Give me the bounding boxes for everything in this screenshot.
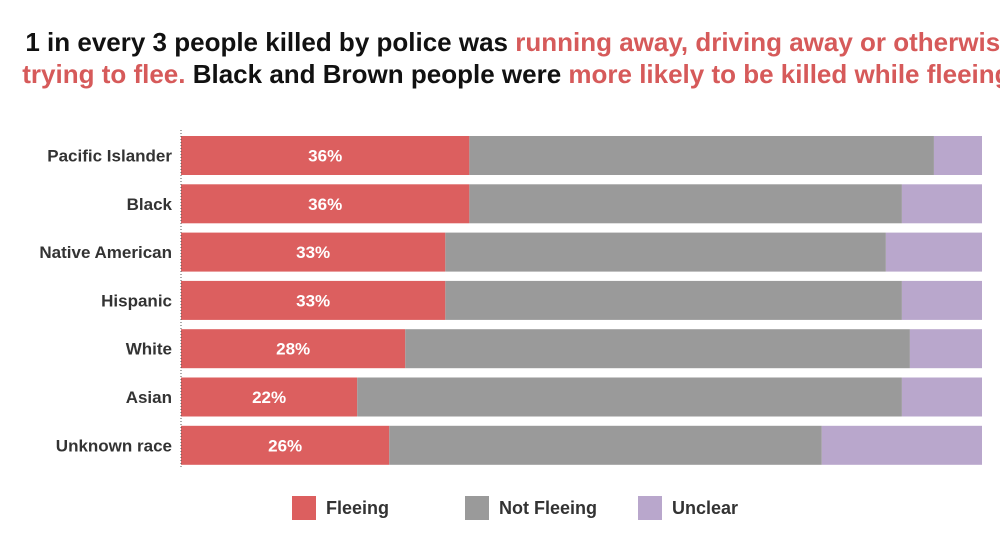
category-label: Black: [127, 195, 173, 214]
bar-fleeing: [181, 280, 446, 320]
legend-item-unclear: Unclear: [638, 496, 738, 520]
bar-not-fleeing: [405, 329, 910, 369]
bar-fleeing: [181, 425, 390, 465]
bar-fleeing: [181, 232, 446, 272]
chart-title: 1 in every 3 people killed by police was…: [20, 26, 1000, 90]
data-label: 36%: [308, 195, 342, 214]
bar-unclear: [901, 184, 982, 224]
legend-item-not-fleeing: Not Fleeing: [465, 496, 597, 520]
bar-fleeing: [181, 136, 470, 175]
bar-not-fleeing: [357, 377, 902, 417]
bar-fleeing: [181, 329, 406, 369]
data-label: 33%: [296, 291, 330, 310]
legend-label-fleeing: Fleeing: [326, 497, 390, 518]
category-label: Pacific Islander: [47, 147, 172, 166]
legend-swatch-fleeing: [292, 496, 316, 520]
bar-unclear: [901, 280, 982, 320]
data-label: 36%: [308, 147, 342, 166]
title-highlight-1: running away, driving away or otherwise …: [22, 27, 1000, 89]
category-label: Unknown race: [56, 436, 172, 455]
data-label: 26%: [268, 436, 302, 455]
bar-unclear: [901, 377, 982, 417]
legend-swatch-not-fleeing: [465, 496, 489, 520]
bar-not-fleeing: [469, 136, 934, 175]
bar-unclear: [821, 425, 982, 465]
bar-unclear: [885, 232, 982, 272]
bar-fleeing: [181, 377, 358, 417]
data-label: 28%: [276, 340, 310, 359]
category-label: Asian: [126, 388, 172, 407]
bar-not-fleeing: [469, 184, 902, 224]
legend-item-fleeing: Fleeing: [292, 496, 389, 520]
category-label: Native American: [39, 243, 172, 262]
bar-not-fleeing: [445, 232, 886, 272]
legend-label-not-fleeing: Not Fleeing: [499, 497, 597, 518]
data-label: 33%: [296, 243, 330, 262]
title-highlight-2: more likely to be killed while fleeing.: [568, 59, 1000, 89]
bar-unclear: [909, 329, 982, 369]
bar-not-fleeing: [389, 425, 822, 465]
title-part-1: 1 in every 3 people killed by police was: [25, 27, 516, 57]
title-part-3: Black and Brown people were: [185, 59, 569, 89]
category-label: Hispanic: [101, 291, 172, 310]
legend-label-unclear: Unclear: [672, 497, 739, 518]
legend-swatch-unclear: [638, 496, 662, 520]
bar-not-fleeing: [445, 280, 902, 320]
bar-fleeing: [181, 184, 470, 224]
category-label: White: [126, 340, 172, 359]
data-label: 22%: [252, 388, 286, 407]
bar-unclear: [933, 136, 982, 175]
